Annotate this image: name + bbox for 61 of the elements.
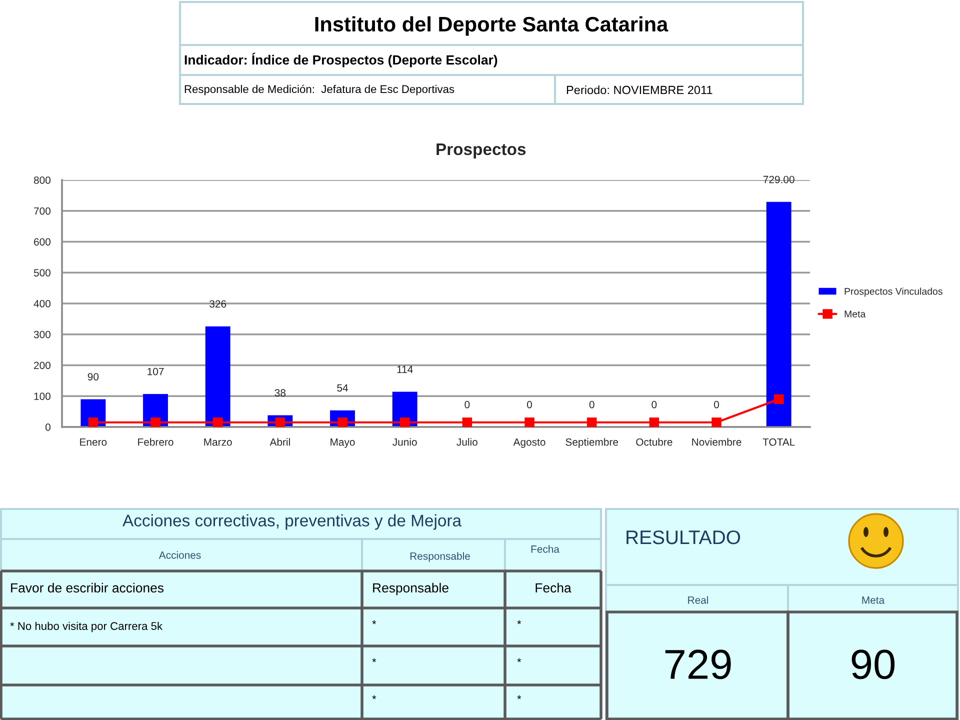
text: 90: [852, 650, 895, 680]
x-tick-label: Marzo: [204, 438, 232, 446]
text: Instituto del Deporte Santa Catarina: [315, 16, 668, 36]
x-tick-label: Enero: [80, 438, 107, 446]
x-tick-label: Septiembre: [566, 438, 618, 448]
text: *: [372, 695, 376, 700]
text: Meta: [862, 596, 885, 604]
text: Periodo: NOVIEMBRE 2011: [566, 86, 712, 94]
text: Acciones: [158, 551, 201, 559]
y-tick-label: 600: [34, 238, 50, 246]
legend-label: Meta: [844, 310, 866, 318]
text: Responsable: [410, 552, 470, 562]
text: Responsable de Medición: Jefatura de Esc Deportivas: [184, 84, 454, 96]
data-label: 0: [527, 400, 532, 408]
x-tick-label: TOTAL: [762, 438, 795, 446]
data-label: 90: [88, 373, 99, 380]
x-tick-label: Febrero: [138, 438, 174, 446]
text: *: [517, 695, 522, 700]
text: *: [372, 658, 376, 662]
bar: [766, 202, 792, 427]
text: RESULTADO: [626, 530, 740, 544]
legend-label: Prospectos Vinculados: [844, 288, 942, 297]
y-tick-label: 0: [46, 424, 50, 431]
x-tick-label: Mayo: [330, 438, 355, 448]
y-tick-label: 400: [34, 300, 50, 308]
x-tick-label: Agosto: [513, 438, 546, 448]
data-label: 114: [397, 366, 413, 373]
x-tick-label: Noviembre: [692, 438, 742, 446]
chart-title: Prospectos: [436, 144, 526, 158]
text: 729: [665, 650, 731, 680]
text: *: [372, 620, 376, 624]
x-tick-label: Julio: [456, 438, 478, 446]
data-label: 326: [210, 300, 226, 308]
text: Acciones correctivas, preventivas y de Mejora: [122, 514, 462, 530]
x-tick-label: Abril: [270, 438, 290, 446]
text: Favor de escribir acciones: [11, 582, 164, 593]
y-tick-label: 100: [34, 392, 50, 400]
data-label: 0: [464, 400, 470, 408]
text: Fecha: [531, 545, 560, 553]
y-tick-label: 800: [34, 176, 50, 184]
y-tick-label: 700: [34, 207, 50, 215]
y-tick-label: 200: [34, 362, 50, 370]
y-tick-label: 500: [34, 269, 50, 276]
y-tick-label: 300: [34, 330, 50, 338]
data-label: 0: [589, 400, 594, 408]
x-tick-label: Octubre: [636, 438, 672, 446]
text: Fecha: [536, 582, 572, 593]
text: Responsable: [373, 582, 448, 596]
data-label: 0: [652, 400, 657, 408]
text: *: [517, 620, 522, 624]
data-label: 0: [714, 400, 719, 408]
text: Indicador: Índice de Prospectos (Deporte Escolar): [184, 52, 498, 68]
text: *: [517, 658, 522, 662]
data-label: 38: [274, 389, 286, 397]
bar: [205, 326, 230, 427]
data-label: 54: [337, 384, 348, 392]
text: * No hubo visita por Carrera 5k: [10, 622, 163, 632]
text: Real: [688, 596, 708, 604]
data-label: 729.00: [763, 176, 794, 184]
data-label: 107: [148, 368, 164, 376]
x-tick-label: Junio: [392, 438, 417, 446]
